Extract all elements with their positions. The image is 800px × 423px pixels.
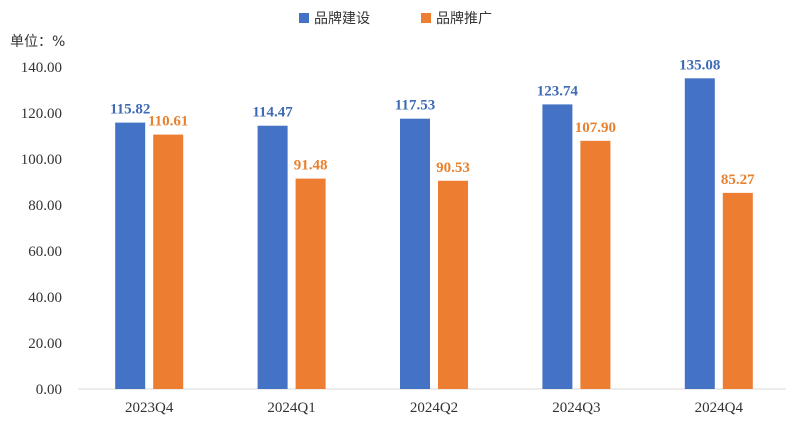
data-label-series-2: 110.61 [148, 114, 188, 130]
bar-series-1-2024Q4 [684, 78, 715, 389]
bar-series-2-2024Q4 [722, 192, 753, 389]
data-label-series-1: 115.82 [110, 102, 150, 118]
legend: 品牌建设 品牌推广 [299, 10, 492, 27]
x-tick-label: 2024Q1 [267, 400, 315, 416]
legend-label-series-2: 品牌推广 [436, 10, 492, 27]
y-tick-label: 40.00 [28, 290, 62, 306]
data-label-series-1: 114.47 [252, 105, 293, 121]
data-label-series-2: 85.27 [721, 172, 755, 188]
bar-series-2-2024Q1 [295, 178, 326, 389]
y-tick-label: 20.00 [28, 336, 62, 352]
y-axis-ticks: 0.00 20.00 40.00 60.00 80.00 100.00 120.00 140.… [21, 60, 62, 398]
data-label-series-1: 117.53 [395, 98, 435, 114]
x-tick-label: 2024Q4 [695, 400, 744, 416]
data-label-series-2: 91.48 [294, 158, 328, 174]
legend-swatch-series-1 [299, 13, 309, 23]
data-label-series-2: 107.90 [575, 120, 616, 136]
x-tick-label: 2023Q4 [125, 400, 174, 416]
x-axis-ticks: 2023Q4 2024Q1 2024Q2 2024Q3 2024Q4 [125, 400, 743, 416]
bar-series-2-2024Q2 [438, 180, 468, 389]
unit-label: 单位：% [10, 34, 65, 50]
x-tick-label: 2024Q3 [552, 400, 600, 416]
data-label-series-2: 90.53 [436, 160, 470, 176]
bar-series-1-2024Q2 [400, 118, 430, 389]
y-tick-label: 80.00 [28, 198, 62, 214]
legend-label-series-1: 品牌建设 [314, 10, 370, 27]
y-tick-label: 100.00 [21, 152, 62, 168]
x-tick-label: 2024Q2 [410, 400, 458, 416]
y-tick-label: 0.00 [36, 382, 62, 398]
data-label-series-1: 135.08 [679, 57, 720, 73]
y-tick-label: 60.00 [28, 244, 62, 260]
y-tick-label: 140.00 [21, 60, 62, 76]
bar-series-1-2024Q3 [542, 104, 573, 389]
data-label-series-1: 123.74 [537, 83, 579, 99]
bars-group [115, 78, 753, 390]
bar-series-2-2023Q4 [153, 134, 184, 389]
bar-series-2-2024Q3 [580, 140, 611, 389]
bar-series-1-2024Q1 [257, 125, 288, 390]
bar-series-1-2023Q4 [115, 122, 146, 389]
legend-swatch-series-2 [421, 13, 431, 23]
y-tick-label: 120.00 [21, 106, 62, 122]
